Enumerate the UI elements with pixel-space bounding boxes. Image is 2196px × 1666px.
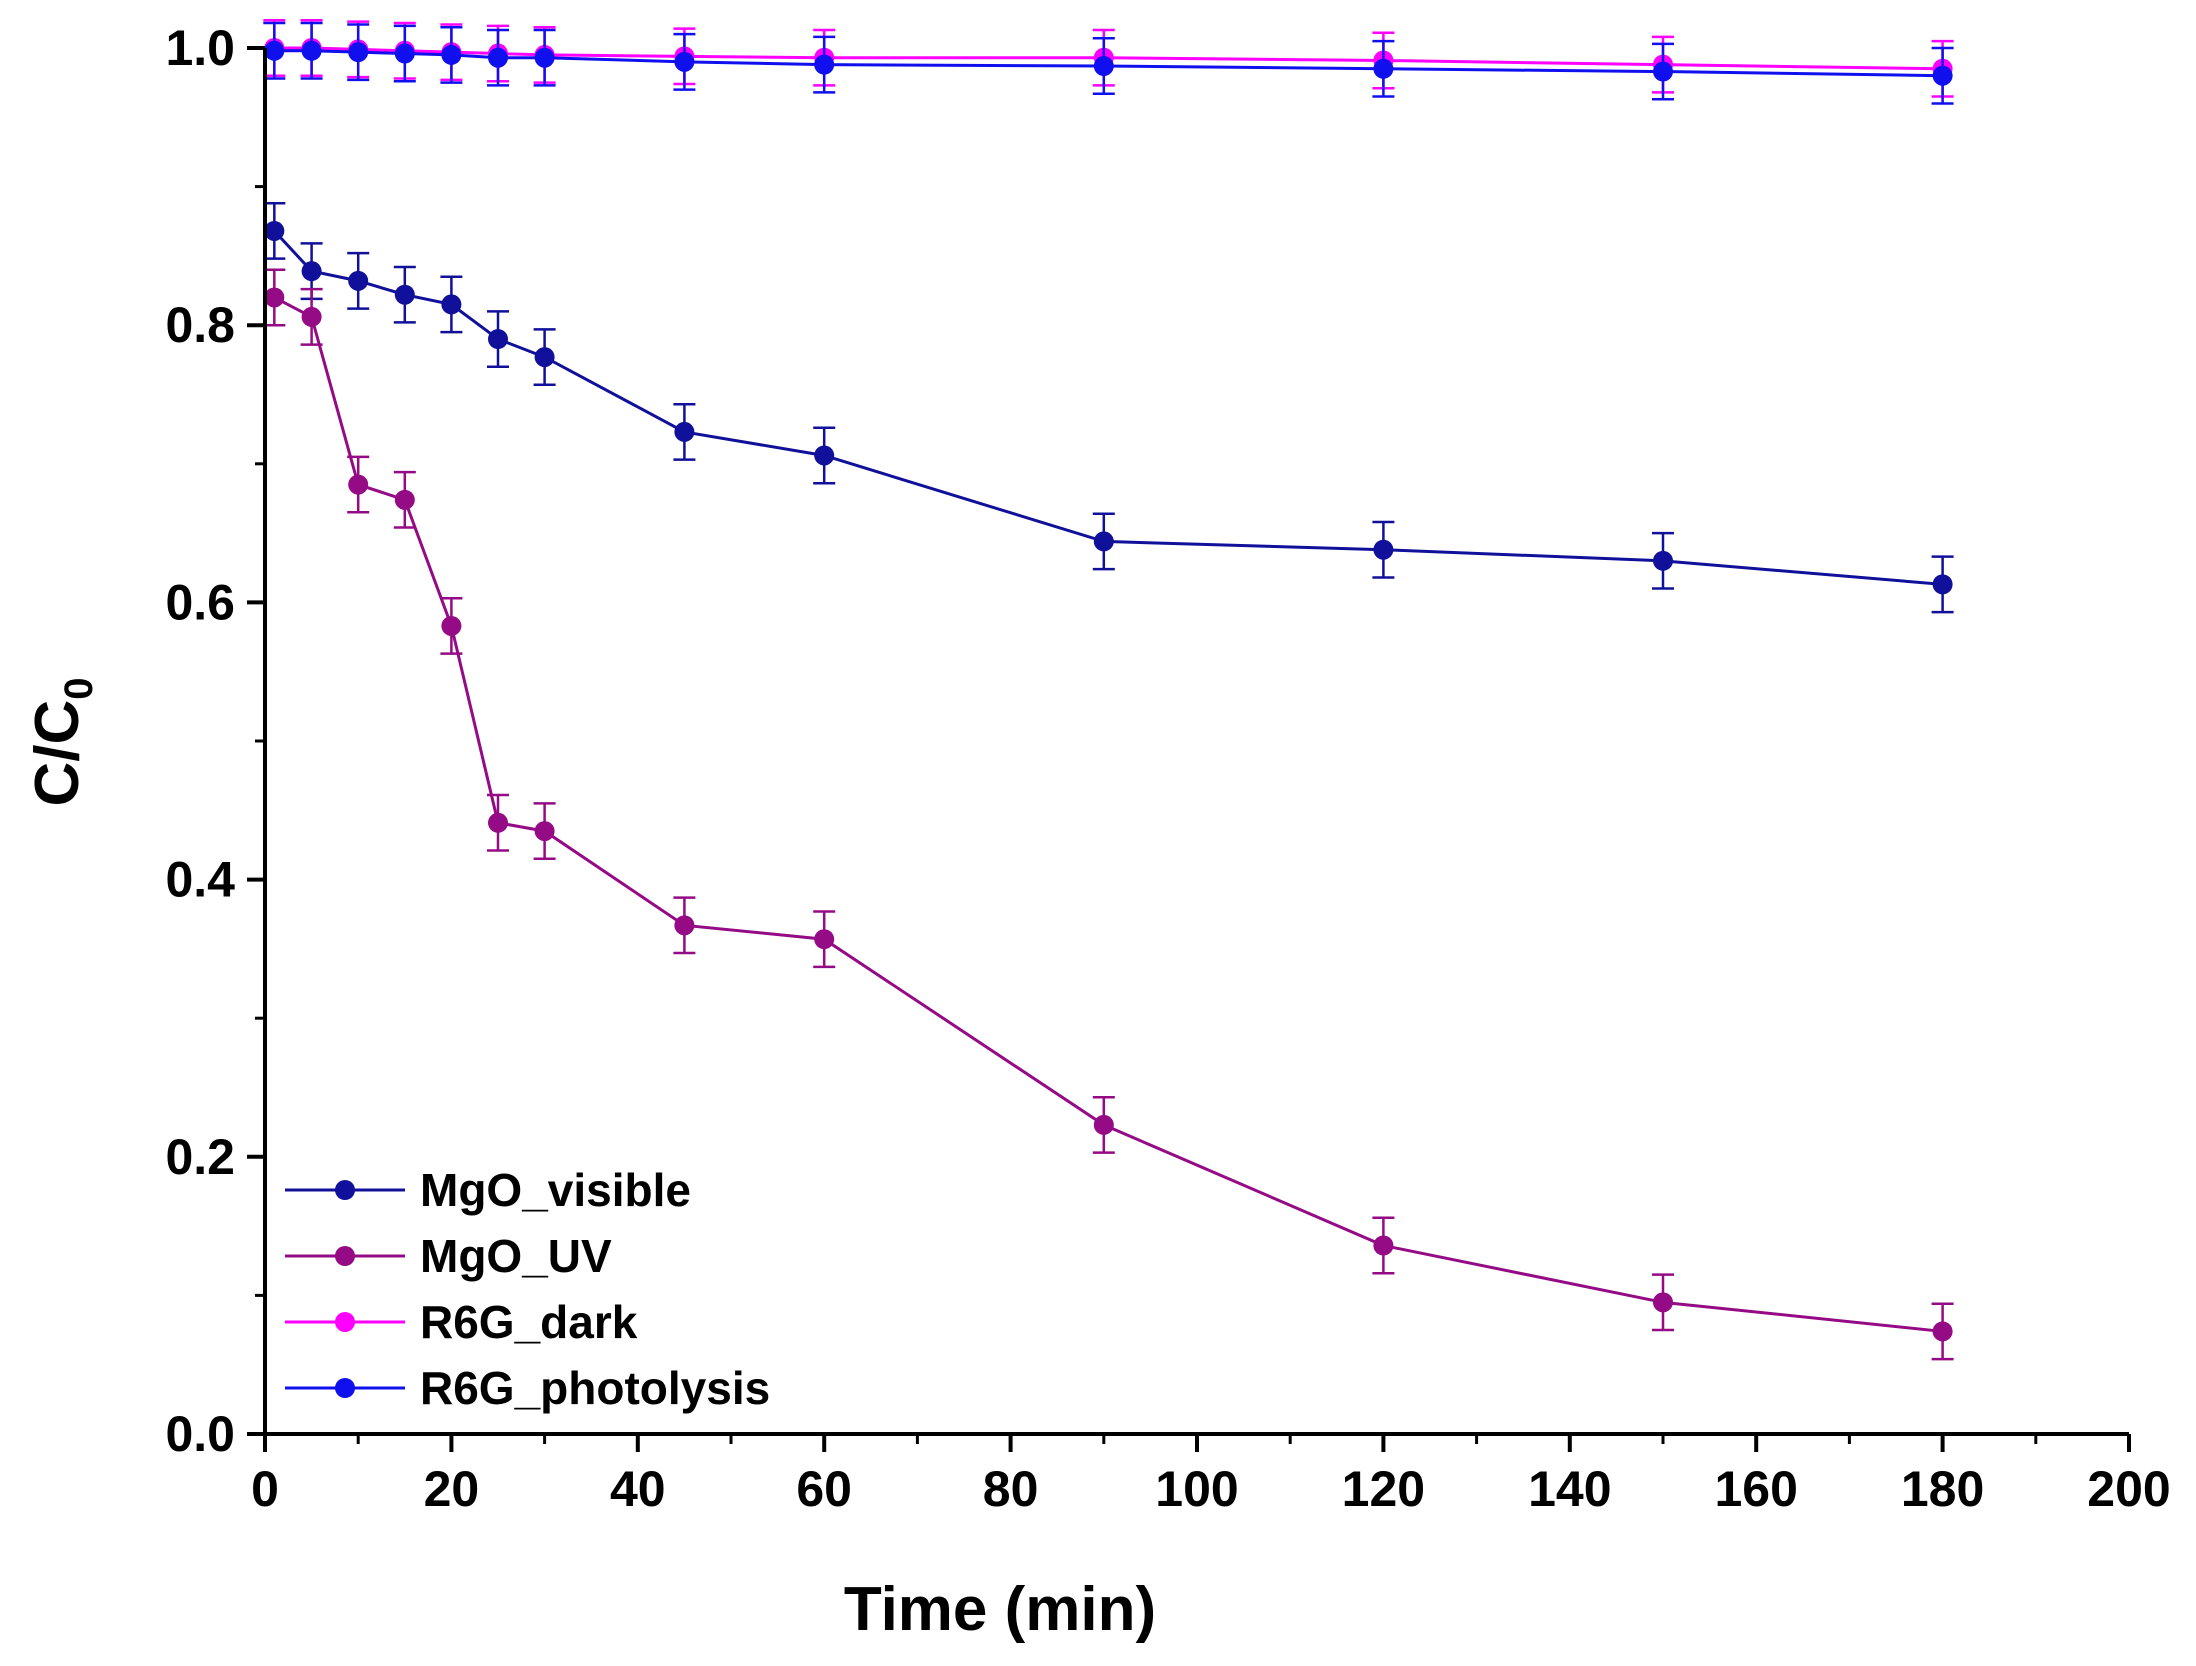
data-point (674, 51, 695, 72)
tick-labels: 0 20 40 60 80 100 120 140 160 180 200 0.0 0.2 0.4 0.6 0… (165, 20, 2170, 1517)
y-tick-label: 0.2 (165, 1129, 235, 1185)
data-point (301, 261, 322, 282)
legend-label: MgO_UV (420, 1230, 612, 1282)
data-point (301, 306, 322, 327)
x-axis-title: Time (min) (844, 1575, 1156, 1644)
legend-label: MgO_visible (420, 1164, 691, 1216)
x-tick-label: 20 (424, 1461, 480, 1517)
data-point (488, 47, 508, 68)
data-point (394, 489, 415, 510)
x-tick-label: 100 (1155, 1461, 1238, 1517)
series-R6G_photolysis (263, 21, 1954, 105)
ticks (247, 46, 2131, 1452)
x-tick-label: 80 (983, 1461, 1039, 1517)
y-tick-label: 1.0 (165, 20, 235, 76)
legend-entry: MgO_visible (285, 1164, 691, 1216)
series-line (273, 229, 1943, 586)
data-point (441, 615, 462, 636)
x-tick-label: 180 (1901, 1461, 1984, 1517)
legend-marker (335, 1378, 355, 1398)
data-point (488, 329, 508, 350)
y-axis-title: C/C0 (23, 677, 101, 806)
y-tick-label: 0.8 (165, 297, 235, 353)
data-point (534, 47, 555, 68)
data-point (674, 421, 695, 442)
y-tick-label: 0.0 (165, 1406, 235, 1462)
data-point (348, 42, 369, 63)
legend-label: R6G_photolysis (420, 1362, 770, 1414)
y-tick-label: 0.4 (165, 852, 235, 908)
data-point (441, 294, 462, 315)
data-point (394, 284, 415, 305)
x-tick-label: 60 (796, 1461, 852, 1517)
x-tick-label: 120 (1342, 1461, 1425, 1517)
y-tick-label: 0.6 (165, 574, 235, 630)
series-MgO_visible (263, 201, 1954, 614)
legend-marker (335, 1312, 355, 1332)
x-tick-label: 160 (1714, 1461, 1797, 1517)
data-point (1932, 65, 1953, 86)
data-point (674, 915, 695, 936)
x-tick-label: 0 (251, 1461, 279, 1517)
svg-text:C/C0: C/C0 (23, 677, 101, 806)
plot-lines (263, 19, 1954, 1361)
data-point (301, 40, 322, 61)
data-point (534, 347, 555, 368)
data-point (488, 812, 508, 833)
y-axis-title-subscript: 0 (57, 677, 101, 699)
data-point (1653, 1292, 1673, 1313)
data-point (534, 821, 555, 842)
data-point (441, 44, 462, 65)
legend-entry: MgO_UV (285, 1230, 612, 1282)
data-point (264, 287, 285, 308)
data-point (814, 54, 835, 75)
legend: MgO_visible MgO_UV R6G_dark R6G_photolysis (285, 1164, 770, 1414)
data-point (348, 270, 369, 291)
data-point (264, 40, 285, 61)
data-point (1093, 56, 1114, 77)
data-point (814, 445, 835, 466)
data-point (394, 43, 415, 64)
data-point (814, 929, 835, 950)
legend-entry: R6G_dark (285, 1296, 638, 1348)
data-point (1653, 550, 1673, 571)
data-point (1932, 574, 1953, 595)
x-tick-label: 40 (610, 1461, 666, 1517)
data-point (1653, 61, 1673, 82)
data-point (1093, 1114, 1114, 1135)
data-point (1373, 539, 1394, 560)
y-axis-title-main: C/C (23, 700, 92, 807)
data-point (1932, 1321, 1953, 1342)
data-point (1373, 1235, 1394, 1256)
data-point (1373, 58, 1394, 79)
data-point (1093, 531, 1114, 552)
data-point (264, 220, 285, 241)
series-MgO_UV (263, 268, 1954, 1361)
legend-label: R6G_dark (420, 1296, 638, 1348)
axes (263, 48, 2129, 1436)
legend-entry: R6G_photolysis (285, 1362, 770, 1414)
data-point (348, 474, 369, 495)
legend-marker (335, 1180, 355, 1200)
legend-marker (335, 1246, 355, 1266)
x-tick-label: 200 (2087, 1461, 2170, 1517)
x-tick-label: 140 (1528, 1461, 1611, 1517)
